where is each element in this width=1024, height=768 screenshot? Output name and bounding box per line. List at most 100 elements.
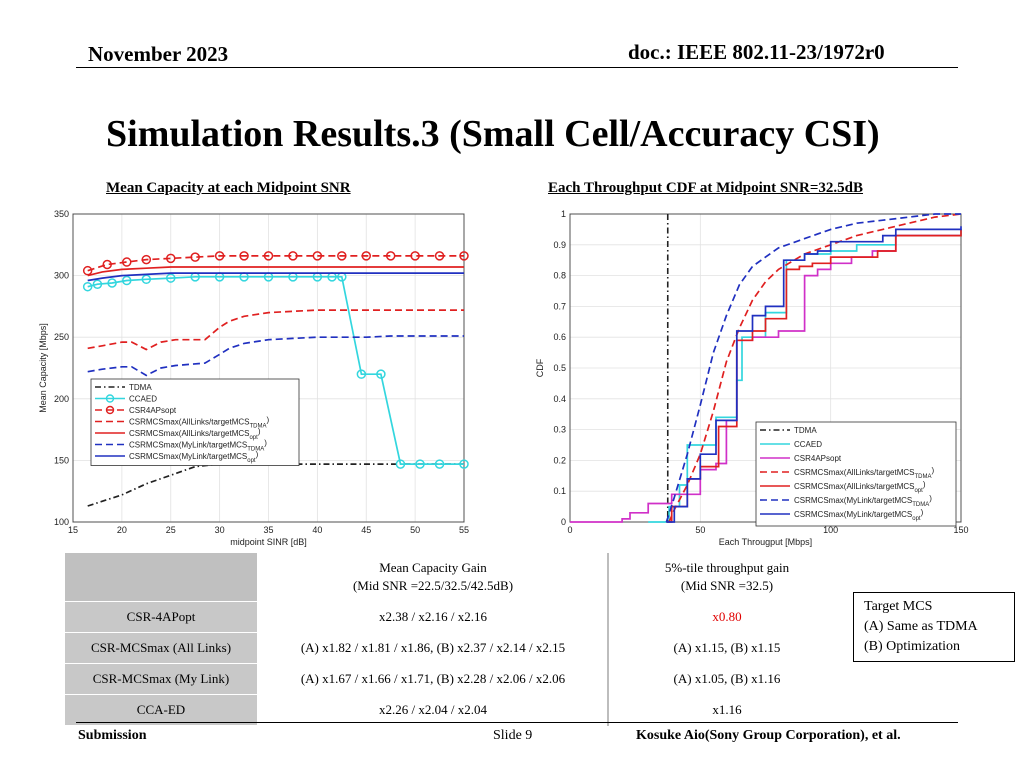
legend-entry-2-marker (105, 405, 115, 415)
series-point (337, 251, 347, 261)
y-tick-label: 0.5 (553, 363, 566, 373)
x-tick-label: 0 (567, 525, 572, 535)
legend-entry-0-label: TDMA (794, 426, 817, 435)
y-tick-label: 0.3 (553, 425, 566, 435)
legend-box (90, 378, 300, 466)
series-point (385, 251, 396, 261)
series-point (459, 459, 469, 469)
series-point (166, 273, 176, 283)
y-tick-label: 0.9 (553, 240, 566, 250)
y-tick-label: 100 (54, 517, 69, 527)
y-tick-label: 300 (54, 271, 69, 281)
x-tick-label: 30 (215, 525, 225, 535)
table-header-blank (65, 553, 259, 602)
table-header-tile: 5%-tile throughput gain (Mid SNR =32.5) (608, 553, 845, 602)
series-point (263, 251, 274, 261)
row-mean-gain: x2.38 / x2.16 / x2.16 (258, 601, 609, 633)
y-tick-label: 250 (54, 332, 69, 342)
legend-entry-5-label: CSRMCSmax(MyLink/targetMCSTDMA) (129, 439, 267, 453)
series-line-5 (666, 226, 962, 523)
header-divider (76, 67, 958, 68)
series-point (434, 459, 445, 469)
y-tick-label: 0.7 (553, 301, 566, 311)
x-axis-label: Each Througput [Mbps] (719, 537, 812, 547)
y-tick-label: 0.8 (553, 271, 566, 281)
series-line-0 (648, 229, 962, 523)
series-point (415, 459, 425, 469)
y-tick-label: 0.4 (553, 394, 566, 404)
target-mcs-note: Target MCS (A) Same as TDMA (B) Optimiza… (853, 592, 1015, 662)
x-tick-label: 100 (823, 525, 838, 535)
row-label: CSR-MCSmax (My Link) (65, 663, 259, 695)
series-point (82, 281, 93, 292)
table-row: CSR-MCSmax (All Links) (A) x1.82 / x1.81… (65, 632, 845, 664)
series-point (434, 251, 445, 261)
row-tile-gain: x0.80 (608, 601, 845, 633)
series-point (356, 369, 367, 379)
table-row: CSR-4APopt x2.38 / x2.16 / x2.16 x0.80 (65, 601, 845, 633)
series-point (376, 369, 386, 379)
legend-entry-1-marker (105, 394, 115, 403)
row-mean-gain: x2.26 / x2.04 / x2.04 (258, 694, 609, 726)
y-tick-label: 350 (54, 209, 69, 219)
legend-entry-6-label: CSRMCSmax(MyLink/targetMCSopt) (794, 508, 924, 522)
series-point (107, 278, 117, 288)
series-point (122, 275, 132, 286)
series-point (361, 251, 371, 261)
mean-capacity-chart: 15 20 25 30 35 40 45 50 55 100 150 200 250 300 350 midp… (38, 209, 469, 547)
x-tick-label: 50 (410, 525, 420, 535)
y-tick-label: 0 (561, 517, 566, 527)
throughput-cdf-chart: 0 50 100 150 0 0.1 0.2 0.3 0.4 0.5 0.6 0.7 0.8 0.9 1 Ea… (535, 209, 969, 547)
row-mean-gain: (A) x1.67 / x1.66 / x1.71, (B) x2.28 / x… (258, 663, 609, 695)
legend-entry-0-label: TDMA (129, 383, 152, 392)
series-point (166, 253, 176, 264)
legend-entry-2-label: CSR4APsopt (129, 406, 177, 415)
row-label: CSR-MCSmax (All Links) (65, 632, 259, 664)
legend-entry-4-label: CSRMCSmax(AllLinks/targetMCSopt) (794, 480, 926, 494)
gain-table: Mean Capacity Gain (Mid SNR =22.5/32.5/4… (65, 553, 845, 726)
row-tile-gain: (A) x1.05, (B) x1.16 (608, 663, 845, 695)
series-point (288, 251, 298, 261)
series-line-5 (87, 335, 464, 377)
legend-entry-1-label: CCAED (129, 395, 157, 404)
series-point (410, 251, 420, 261)
header-date: November 2023 (88, 42, 229, 66)
x-tick-label: 150 (953, 525, 968, 535)
series-point (214, 251, 225, 261)
series-point (141, 254, 152, 265)
y-tick-label: 150 (54, 455, 69, 465)
table-header-tile-text: 5%-tile throughput gain (Mid SNR =32.5) (664, 560, 790, 593)
series-point (395, 459, 406, 469)
legend-entry-2-label: CSR4APsopt (794, 454, 842, 463)
table-header-mean: Mean Capacity Gain (Mid SNR =22.5/32.5/4… (258, 553, 609, 602)
x-tick-label: 50 (695, 525, 705, 535)
table-row: CSR-MCSmax (My Link) (A) x1.67 / x1.66 /… (65, 663, 845, 695)
series-point (141, 274, 152, 285)
legend-entry-5-label: CSRMCSmax(MyLink/targetMCSTDMA) (794, 494, 932, 508)
legend-box (755, 421, 957, 527)
series-point (239, 251, 249, 261)
y-axis-label: Mean Capacity [Mbps] (38, 323, 48, 413)
footer-submission: Submission (78, 728, 147, 743)
series-line-3 (87, 309, 464, 351)
table-header-row: Mean Capacity Gain (Mid SNR =22.5/32.5/4… (65, 553, 845, 602)
x-tick-label: 40 (312, 525, 322, 535)
slide-title: Simulation Results.3 (Small Cell/Accurac… (106, 113, 880, 155)
legend-entry-6-label: CSRMCSmax(MyLink/targetMCSopt) (129, 450, 259, 464)
series-line-2 (668, 213, 962, 523)
row-mean-gain: (A) x1.82 / x1.81 / x1.86, (B) x2.37 / x… (258, 632, 609, 664)
footer-author: Kosuke Aio(Sony Group Corporation), et a… (636, 728, 901, 743)
series-point (190, 252, 200, 262)
series-line-2 (87, 255, 464, 272)
x-tick-label: 20 (117, 525, 127, 535)
legend-entry-1-label: CCAED (794, 440, 822, 449)
target-mcs-title: Target MCS (864, 599, 933, 614)
y-tick-label: 0.2 (553, 455, 566, 465)
footer-divider (76, 722, 958, 723)
plot-frame (72, 213, 465, 523)
right-chart-subtitle: Each Throughput CDF at Midpoint SNR=32.5… (548, 180, 864, 196)
series-point (312, 251, 323, 261)
x-tick-label: 15 (68, 525, 78, 535)
y-tick-label: 200 (54, 394, 69, 404)
header-doc-id: doc.: IEEE 802.11-23/1972r0 (628, 40, 885, 64)
